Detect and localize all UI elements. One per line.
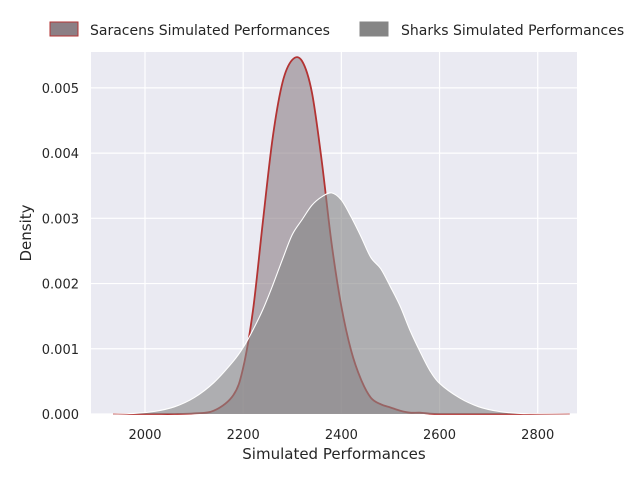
density-areas [113, 56, 570, 415]
x-tick-label: 2400 [325, 428, 358, 443]
legend: Saracens Simulated Performances Sharks S… [49, 21, 624, 39]
y-tick-labels: 0.000 0.001 0.002 0.003 0.004 0.005 [42, 82, 79, 423]
y-tick-label: 0.005 [42, 82, 79, 97]
x-axis-label: Simulated Performances [242, 445, 426, 463]
legend-label-saracens: Saracens Simulated Performances [90, 23, 330, 39]
x-tick-labels: 2000 2200 2400 2600 2800 [128, 428, 554, 443]
y-tick-label: 0.002 [42, 278, 79, 293]
x-tick-label: 2000 [128, 428, 161, 443]
legend-swatch-saracens [49, 21, 79, 37]
y-axis-label: Density [17, 204, 35, 261]
legend-label-sharks: Sharks Simulated Performances [401, 23, 624, 39]
x-tick-label: 2800 [521, 428, 554, 443]
x-tick-label: 2600 [423, 428, 456, 443]
line-sharks [113, 192, 570, 415]
legend-swatch-sharks [359, 21, 389, 37]
y-tick-label: 0.004 [42, 147, 79, 162]
x-tick-label: 2200 [227, 428, 260, 443]
y-tick-label: 0.003 [42, 212, 79, 227]
y-tick-label: 0.001 [42, 343, 79, 358]
y-tick-label: 0.000 [42, 408, 79, 423]
area-sharks [113, 192, 570, 414]
